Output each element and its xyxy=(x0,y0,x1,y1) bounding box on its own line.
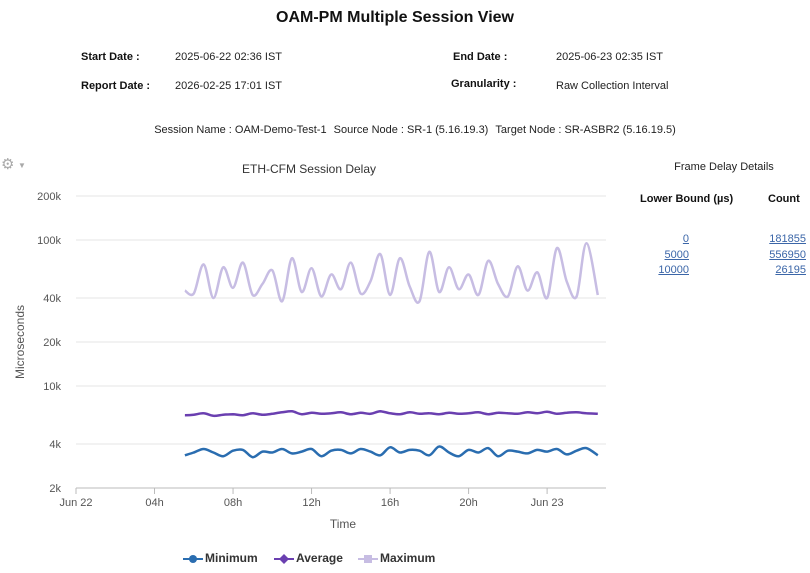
start-date-value: 2025-06-22 02:36 IST xyxy=(175,51,283,63)
x-tick-label-12h: 12h xyxy=(302,497,320,509)
report-date-value: 2026-02-25 17:01 IST xyxy=(175,80,283,92)
report-title: OAM-PM Multiple Session View xyxy=(276,9,514,26)
lower-bound-header: Lower Bound (µs) xyxy=(640,193,734,205)
session-info: Session Name : OAM-Demo-Test-1 Source No… xyxy=(0,124,810,136)
y-tick-label-200k: 200k xyxy=(37,191,61,203)
x-tick-label-04h: 04h xyxy=(145,497,163,509)
report-date-label: Report Date : xyxy=(81,80,151,92)
x-tick-label-08h: 08h xyxy=(224,497,242,509)
legend-label-maximum: Maximum xyxy=(380,551,436,565)
session-name: Session Name : OAM-Demo-Test-1 xyxy=(154,124,327,136)
x-axis-label: Time xyxy=(330,517,357,531)
series-line-average xyxy=(184,409,598,418)
series-line-minimum xyxy=(184,445,599,459)
x-tick-label-Jun 22: Jun 22 xyxy=(59,497,92,509)
delay-chart: ETH-CFM Session Delay 2k 4k 10k 20k 40k 100k 20… xyxy=(13,162,606,531)
count-header: Count xyxy=(768,193,800,205)
y-tick-label-40k: 40k xyxy=(43,293,61,305)
start-date-label: Start Date : xyxy=(81,51,140,63)
end-date-value: 2025-06-23 02:35 IST xyxy=(556,51,664,63)
count-link-0[interactable]: 181855 xyxy=(769,233,806,245)
granularity-value: Raw Collection Interval xyxy=(556,80,669,92)
lower-bound-link-0[interactable]: 0 xyxy=(682,233,689,245)
count-link-2[interactable]: 26195 xyxy=(775,264,806,276)
y-tick-label-4k: 4k xyxy=(49,439,61,451)
y-axis-label: Microseconds xyxy=(13,305,27,379)
lower-bound-link-1[interactable]: 5000 xyxy=(664,249,689,261)
chart-title: ETH-CFM Session Delay xyxy=(242,162,376,176)
source-node: Source Node : SR-1 (5.16.19.3) xyxy=(333,124,489,136)
y-tick-label-20k: 20k xyxy=(43,337,61,349)
x-tick-label-20h: 20h xyxy=(459,497,477,509)
caret-down-icon: ▼ xyxy=(18,161,26,170)
count-link-1[interactable]: 556950 xyxy=(769,249,806,261)
lower-bound-link-2[interactable]: 10000 xyxy=(658,264,689,276)
y-tick-label-2k: 2k xyxy=(49,483,61,495)
frame-delay-title: Frame Delay Details xyxy=(674,161,774,173)
granularity-label: Granularity : xyxy=(451,78,517,90)
chart-options-button[interactable]: ⚙ ▼ xyxy=(1,155,29,175)
legend-item-maximum[interactable]: Maximum xyxy=(358,550,444,568)
legend-label-minimum: Minimum xyxy=(205,551,258,565)
end-date-label: End Date : xyxy=(453,51,508,63)
legend-item-average[interactable]: Average xyxy=(274,550,350,568)
x-tick-label-Jun 23: Jun 23 xyxy=(531,497,564,509)
y-tick-label-100k: 100k xyxy=(37,235,61,247)
target-node: Target Node : SR-ASBR2 (5.16.19.5) xyxy=(495,124,676,136)
legend-item-minimum[interactable]: Minimum xyxy=(183,550,263,568)
y-tick-label-10k: 10k xyxy=(43,381,61,393)
x-tick-label-16h: 16h xyxy=(381,497,399,509)
gear-icon: ⚙ xyxy=(1,156,15,173)
legend-label-average: Average xyxy=(296,551,343,565)
chart-legend: Minimum Average Maximum xyxy=(0,550,620,568)
series-line-maximum xyxy=(184,241,600,304)
